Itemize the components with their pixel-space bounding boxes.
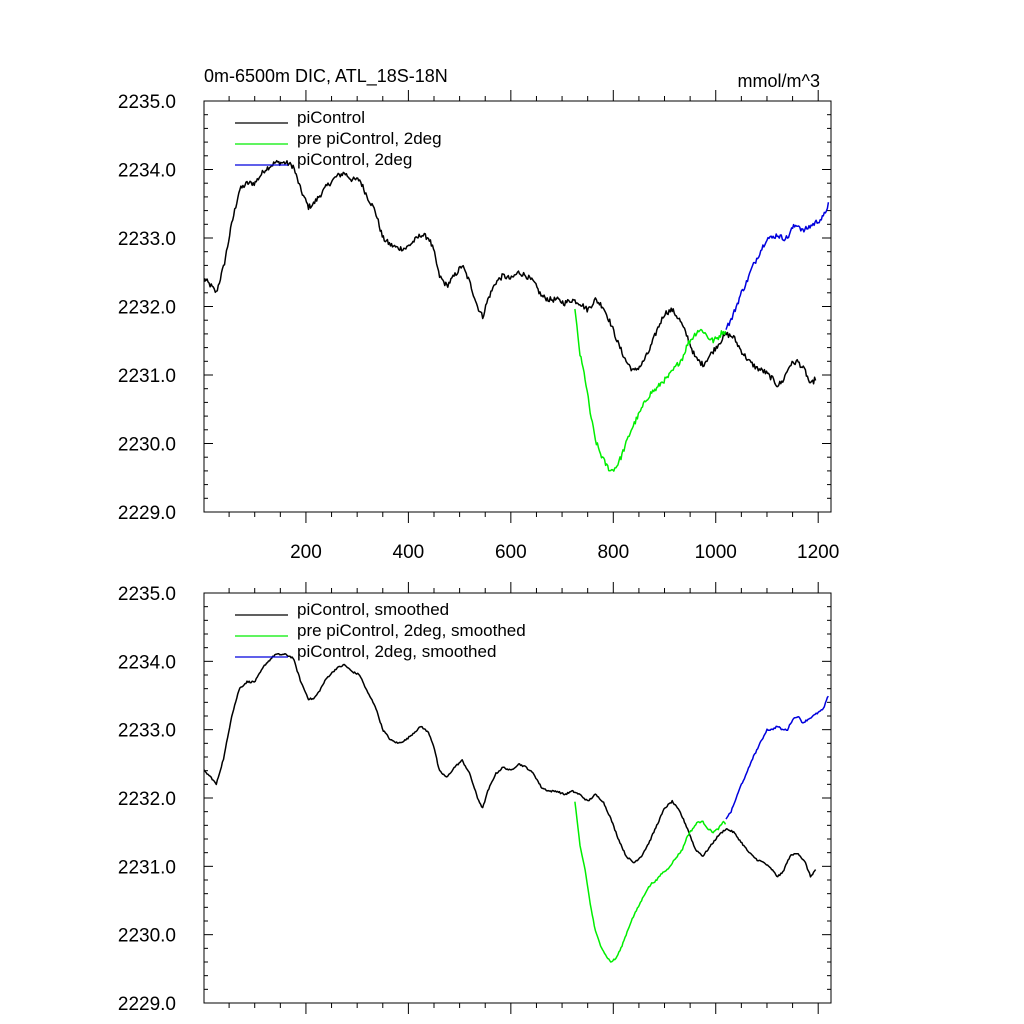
units-label: mmol/m^3 bbox=[738, 71, 820, 91]
legend-label: piControl, 2deg bbox=[297, 150, 412, 169]
y-tick-label: 2235.0 bbox=[118, 92, 176, 113]
y-tick-label: 2229.0 bbox=[118, 503, 176, 524]
y-tick-label: 2234.0 bbox=[118, 161, 176, 182]
legend-label: piControl, smoothed bbox=[297, 600, 449, 619]
y-tick-label: 2233.0 bbox=[118, 229, 176, 250]
y-tick-label: 2234.0 bbox=[118, 652, 176, 673]
chart-title: 0m-6500m DIC, ATL_18S-18N bbox=[204, 66, 448, 87]
legend-label: pre piControl, 2deg, smoothed bbox=[297, 621, 526, 640]
y-tick-label: 2235.0 bbox=[118, 584, 176, 605]
x-tick-label: 400 bbox=[393, 542, 425, 563]
x-tick-label: 800 bbox=[597, 542, 629, 563]
series-line-pre_piControl_2deg bbox=[574, 801, 727, 963]
y-tick-label: 2230.0 bbox=[118, 435, 176, 456]
series-line-piControl bbox=[204, 159, 817, 388]
y-tick-label: 2229.0 bbox=[118, 994, 176, 1015]
y-tick-label: 2233.0 bbox=[118, 721, 176, 742]
y-tick-label: 2230.0 bbox=[118, 926, 176, 947]
series-line-piControl_2deg bbox=[725, 202, 830, 330]
series-line-pre_piControl_2deg bbox=[574, 308, 727, 472]
legend-label: piControl bbox=[297, 108, 365, 127]
legend-label: piControl, 2deg, smoothed bbox=[297, 642, 496, 661]
x-tick-label: 1000 bbox=[695, 542, 737, 563]
series-line-piControl bbox=[204, 652, 817, 878]
top-panel-raw: 2229.0 2230.0 2231.0 2232.0 2233.0 2234.0 2235… bbox=[118, 90, 839, 563]
y-tick-label: 2232.0 bbox=[118, 789, 176, 810]
y-tick-label: 2232.0 bbox=[118, 298, 176, 319]
x-tick-label: 1200 bbox=[797, 542, 839, 563]
y-tick-label: 2231.0 bbox=[118, 366, 176, 387]
series-line-piControl_2deg bbox=[725, 695, 829, 820]
legend-label: pre piControl, 2deg bbox=[297, 129, 442, 148]
bottom-panel-smoothed: 2229.0 2230.0 2231.0 2232.0 2233.0 2234.0 2235… bbox=[118, 582, 832, 1015]
x-tick-label: 600 bbox=[495, 542, 527, 563]
x-tick-label: 200 bbox=[290, 542, 322, 563]
y-tick-label: 2231.0 bbox=[118, 857, 176, 878]
